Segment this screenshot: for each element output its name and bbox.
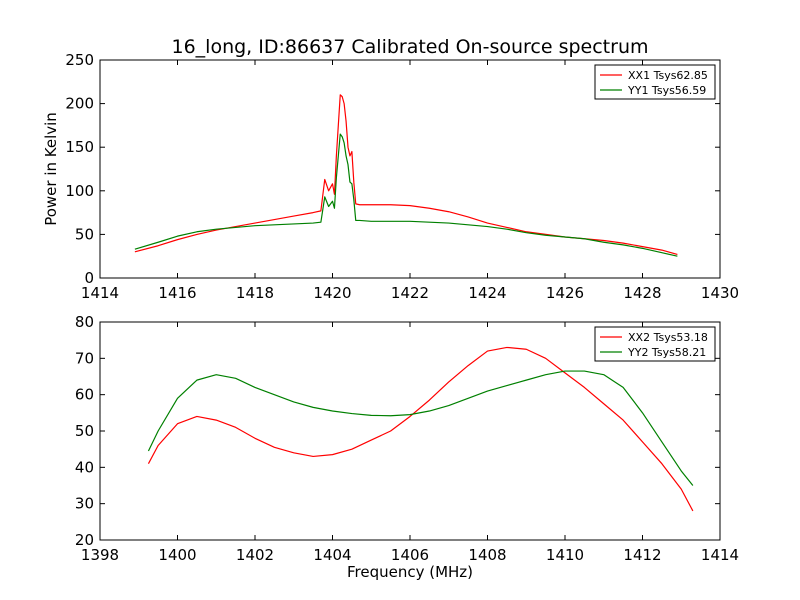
series-line-yy2 (147, 370, 694, 486)
y-tick-label: 50 (75, 422, 94, 440)
legend-box (594, 326, 716, 362)
legend: XX2 Tsys53.18 YY2 Tsys58.21 (594, 326, 716, 362)
series-line-xx2 (147, 346, 694, 512)
y-tick-label: 150 (65, 138, 94, 156)
y-tick-label: 50 (75, 225, 94, 243)
chart-title: 16_long, ID:86637 Calibrated On-source s… (172, 36, 649, 58)
x-tick-label: 1416 (158, 284, 196, 302)
x-tick-label: 1422 (391, 284, 429, 302)
legend-entry-label: XX2 Tsys53.18 (628, 331, 708, 344)
y-tick-label: 60 (75, 386, 94, 404)
y-tick-label: 80 (75, 313, 94, 331)
y-tick-label: 100 (65, 182, 94, 200)
bottom-panel-xx2-yy2: 1398 1400 1402 1404 1406 1408 1410 1412 1414 20 30… (75, 313, 739, 581)
y-axis-title: Power in Kelvin (42, 112, 60, 226)
top-panel-xx1-yy1: 1414 1416 1418 1420 1422 1424 1426 1428 1430 0 50 1… (42, 51, 739, 302)
legend-box (594, 64, 716, 100)
series-line-yy1 (134, 133, 678, 257)
x-tick-label: 1424 (468, 284, 506, 302)
legend: XX1 Tsys62.85 YY1 Tsys56.59 (594, 64, 716, 100)
x-tick-label: 1420 (313, 284, 351, 302)
x-tick-label: 1430 (701, 284, 739, 302)
x-tick-label: 1410 (546, 546, 584, 564)
legend-entry-label: XX1 Tsys62.85 (628, 69, 708, 82)
x-tick-label: 1402 (236, 546, 274, 564)
y-tick-label: 40 (75, 458, 94, 476)
x-tick-label: 1404 (313, 546, 351, 564)
y-tick-label: 250 (65, 51, 94, 69)
legend-entry-label: YY2 Tsys58.21 (627, 346, 706, 359)
y-tick-label: 20 (75, 531, 94, 549)
x-tick-label: 1426 (546, 284, 584, 302)
y-tick-label: 30 (75, 495, 94, 513)
x-tick-label: 1408 (468, 546, 506, 564)
y-tick-label: 70 (75, 349, 94, 367)
x-tick-label: 1418 (236, 284, 274, 302)
x-tick-label: 1414 (701, 546, 739, 564)
x-tick-label: 1414 (81, 284, 119, 302)
series-line-xx1 (134, 94, 678, 256)
x-tick-label: 1398 (81, 546, 119, 564)
x-axis-title: Frequency (MHz) (347, 563, 473, 581)
y-tick-label: 0 (84, 269, 94, 287)
x-tick-label: 1406 (391, 546, 429, 564)
legend-entry-label: YY1 Tsys56.59 (627, 84, 706, 97)
x-tick-label: 1412 (623, 546, 661, 564)
x-tick-label: 1400 (158, 546, 196, 564)
y-tick-label: 200 (65, 95, 94, 113)
x-tick-label: 1428 (623, 284, 661, 302)
